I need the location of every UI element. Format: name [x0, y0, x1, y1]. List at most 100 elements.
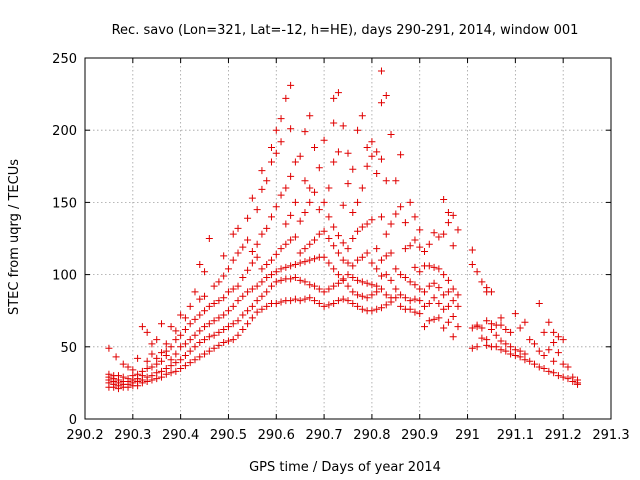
data-point — [545, 346, 553, 354]
data-point — [330, 119, 338, 127]
data-point — [306, 198, 314, 206]
data-point — [282, 263, 290, 271]
data-point — [320, 227, 328, 235]
data-point — [277, 245, 285, 253]
data-point — [397, 291, 405, 299]
data-point — [311, 144, 319, 152]
data-point — [564, 375, 572, 383]
data-point — [483, 317, 491, 325]
data-point — [511, 346, 519, 354]
data-point — [134, 370, 142, 378]
data-point — [301, 278, 309, 286]
data-point — [406, 297, 414, 305]
data-point — [454, 226, 462, 234]
data-point — [454, 323, 462, 331]
data-point — [397, 203, 405, 211]
data-point — [449, 297, 457, 305]
data-point — [334, 89, 342, 97]
data-point — [263, 177, 271, 185]
data-point — [263, 224, 271, 232]
data-point — [377, 99, 385, 107]
data-point — [344, 245, 352, 253]
data-point — [354, 198, 362, 206]
data-point — [330, 265, 338, 273]
data-point — [497, 321, 505, 329]
data-point — [220, 272, 228, 280]
data-point — [425, 317, 433, 325]
data-point — [497, 346, 505, 354]
data-point — [301, 128, 309, 136]
data-point — [124, 375, 132, 383]
data-point — [444, 219, 452, 227]
data-point — [306, 281, 314, 289]
data-point — [559, 373, 567, 381]
data-point — [507, 343, 515, 351]
data-point — [244, 236, 252, 244]
data-point — [349, 288, 357, 296]
data-point — [430, 279, 438, 287]
data-point — [263, 302, 271, 310]
data-point — [210, 299, 218, 307]
data-point — [167, 323, 175, 331]
data-point — [282, 94, 290, 102]
data-point — [114, 372, 122, 380]
data-point — [363, 162, 371, 170]
data-point — [339, 295, 347, 303]
data-point — [158, 367, 166, 375]
data-point — [224, 307, 232, 315]
data-point — [358, 184, 366, 192]
data-point — [377, 155, 385, 163]
data-point — [363, 144, 371, 152]
data-point — [535, 347, 543, 355]
data-point — [487, 288, 495, 296]
y-tick-label: 100 — [52, 269, 77, 284]
data-point — [191, 343, 199, 351]
data-point — [349, 299, 357, 307]
data-point — [267, 256, 275, 264]
data-point — [377, 272, 385, 280]
data-point — [320, 288, 328, 296]
data-point — [272, 299, 280, 307]
data-point — [320, 302, 328, 310]
data-point — [143, 364, 151, 372]
data-point — [406, 198, 414, 206]
data-point — [148, 340, 156, 348]
data-point — [421, 247, 429, 255]
data-point — [244, 288, 252, 296]
data-point — [191, 288, 199, 296]
data-point — [344, 297, 352, 305]
data-point — [382, 252, 390, 260]
data-point — [559, 336, 567, 344]
data-point — [196, 295, 204, 303]
data-point — [368, 281, 376, 289]
data-point — [416, 297, 424, 305]
data-point — [478, 334, 486, 342]
data-point — [540, 328, 548, 336]
data-point — [105, 344, 113, 352]
data-point — [554, 349, 562, 357]
data-point — [201, 336, 209, 344]
data-point — [473, 268, 481, 276]
data-point — [282, 240, 290, 248]
data-point — [291, 233, 299, 241]
data-point — [301, 295, 309, 303]
data-point — [358, 223, 366, 231]
data-point — [334, 148, 342, 156]
data-point — [244, 266, 252, 274]
data-point — [406, 242, 414, 250]
data-point — [153, 369, 161, 377]
data-point — [354, 227, 362, 235]
data-point — [545, 318, 553, 326]
data-point — [454, 291, 462, 299]
data-point — [550, 369, 558, 377]
x-tick-label: 290.4 — [162, 428, 199, 443]
data-point — [440, 324, 448, 332]
y-tick-label: 150 — [52, 196, 77, 211]
data-point — [239, 243, 247, 251]
data-point — [205, 347, 213, 355]
data-point — [201, 292, 209, 300]
data-point — [311, 236, 319, 244]
data-point — [143, 357, 151, 365]
data-point — [177, 311, 185, 319]
data-point — [416, 268, 424, 276]
